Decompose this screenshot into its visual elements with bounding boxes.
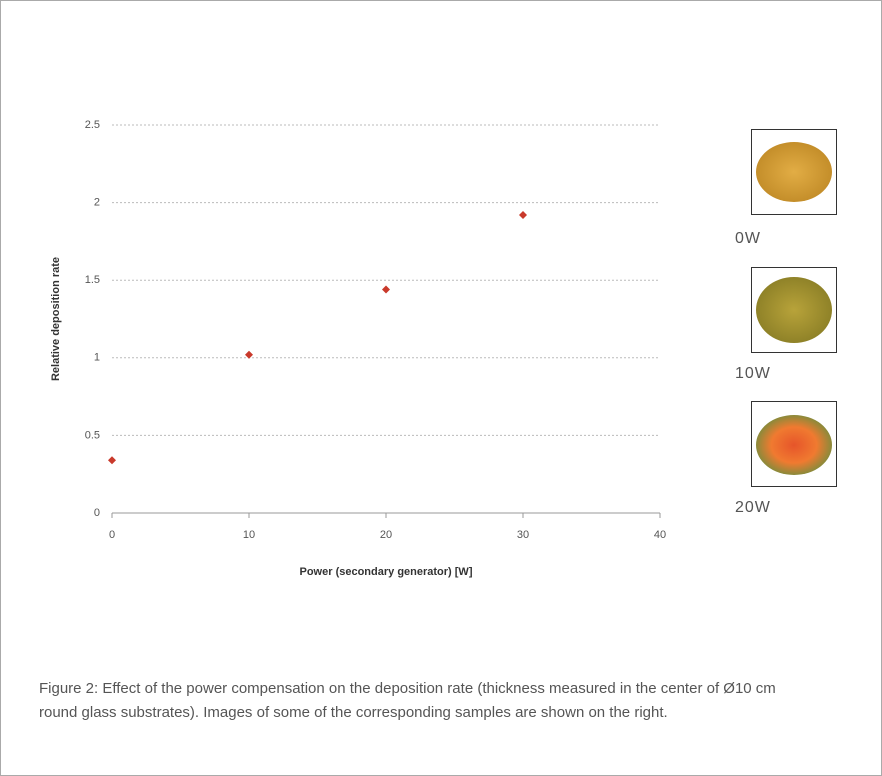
- sample-image: [751, 129, 837, 215]
- point: [382, 286, 390, 294]
- y-tick-label: 2: [94, 197, 100, 209]
- y-tick-label: 1.5: [85, 274, 100, 286]
- y-axis-label: Relative deposition rate: [50, 257, 62, 381]
- point: [108, 456, 116, 464]
- sample-label: 20W: [735, 499, 771, 517]
- sample-label: 0W: [735, 230, 761, 248]
- x-tick-label: 40: [654, 529, 666, 541]
- caption: Figure 2: Effect of the power compensati…: [39, 677, 809, 725]
- point: [519, 211, 527, 219]
- x-tick-label: 30: [517, 529, 529, 541]
- point: [245, 351, 253, 359]
- y-tick-label: 0.5: [85, 429, 100, 441]
- x-tick-label: 0: [109, 529, 115, 541]
- y-tick-label: 2.5: [85, 119, 100, 131]
- y-tick-label: 1: [94, 352, 100, 364]
- x-tick-label: 10: [243, 529, 255, 541]
- x-tick-label: 20: [380, 529, 392, 541]
- sample-image: [751, 401, 837, 487]
- chart: Power (secondary generator) [W] Relative…: [0, 0, 882, 640]
- y-tick-label: 0: [94, 507, 100, 519]
- sample-image: [751, 267, 837, 353]
- sample-label: 10W: [735, 365, 771, 383]
- page: Power (secondary generator) [W] Relative…: [0, 0, 882, 776]
- x-axis-label: Power (secondary generator) [W]: [300, 566, 473, 578]
